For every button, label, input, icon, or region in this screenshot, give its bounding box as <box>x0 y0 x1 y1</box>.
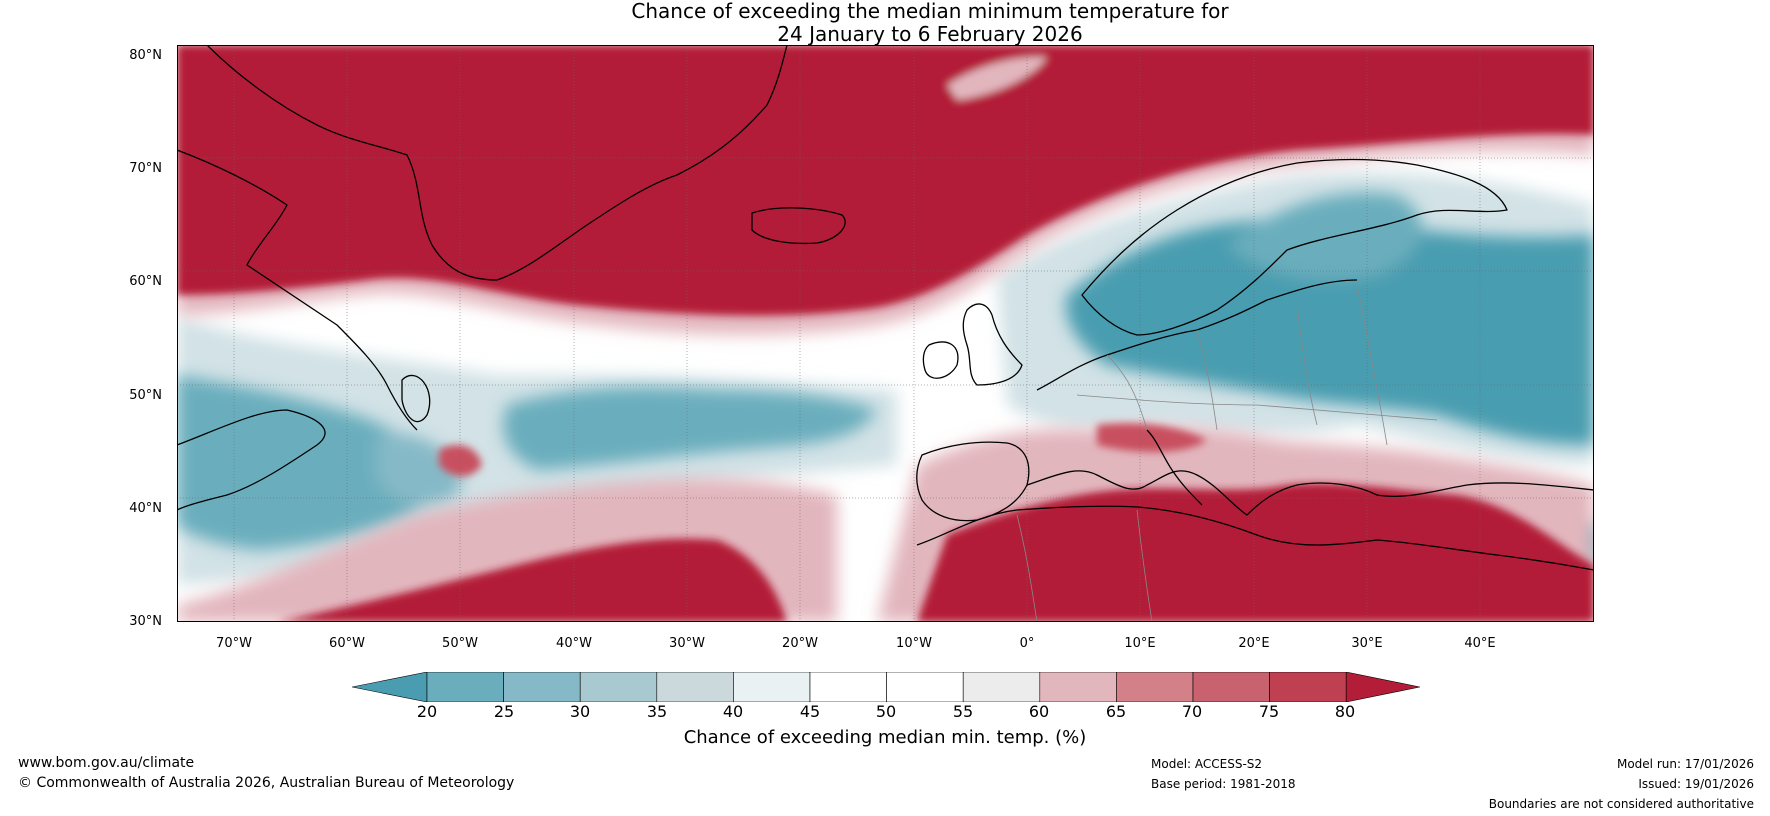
border-europe-4 <box>1356 284 1388 446</box>
greenland-coast <box>206 45 788 281</box>
lon-label-20e: 20°E <box>1238 636 1270 651</box>
colorbar-tick-75: 75 <box>1258 702 1280 721</box>
colorbar-min-extension <box>352 672 428 702</box>
colorbar-tick-65: 65 <box>1105 702 1127 721</box>
colorbar-segment <box>962 672 1041 702</box>
map-title: Chance of exceeding the median minimum t… <box>0 0 1770 46</box>
colorbar-tick-70: 70 <box>1181 702 1203 721</box>
north-africa-coast <box>916 505 1594 571</box>
colorbar-tick-20: 20 <box>416 702 438 721</box>
lon-label-30e: 30°E <box>1351 636 1383 651</box>
map-border <box>177 45 1594 622</box>
colorbar-tick-45: 45 <box>799 702 821 721</box>
lat-label-70n: 70°N <box>129 161 162 176</box>
colorbar-segment <box>809 672 887 702</box>
colorbar-segment <box>579 672 658 702</box>
map-title-line-2: 24 January to 6 February 2026 <box>777 22 1083 46</box>
lon-label-40e: 40°E <box>1464 636 1496 651</box>
scandinavia-cool <box>1227 192 1422 280</box>
lon-label-20w: 20°W <box>782 636 818 651</box>
model-name: Model: ACCESS-S2 <box>1151 757 1263 771</box>
scandinavia-coast <box>1081 158 1508 336</box>
colorbar-tick-55: 55 <box>952 702 974 721</box>
graticule <box>177 45 1594 622</box>
colorbar-segment <box>426 672 504 702</box>
colorbar-segments <box>352 672 1420 702</box>
mid-atlantic-warm-spot <box>439 445 482 477</box>
issued-date: Issued: 19/01/2026 <box>1638 777 1754 791</box>
west-atlantic-cool <box>177 375 430 550</box>
colorbar-tick-25: 25 <box>493 702 515 721</box>
lat-label-30n: 30°N <box>129 614 162 629</box>
colorbar-segment <box>1192 672 1270 702</box>
lon-label-30w: 30°W <box>669 636 705 651</box>
lon-label-0: 0° <box>1019 636 1035 651</box>
border-europe-3 <box>1296 304 1318 426</box>
lon-label-70w: 70°W <box>216 636 252 651</box>
coastlines <box>177 45 1594 571</box>
iceland-coast <box>751 207 846 245</box>
border-africa-1 <box>1016 514 1038 622</box>
mediterranean-north-coast <box>1026 470 1594 516</box>
colorbar-segment <box>1039 672 1117 702</box>
lon-label-60w: 60°W <box>329 636 365 651</box>
alps-warm <box>1097 423 1207 452</box>
colorbar-segment <box>733 672 811 702</box>
nova-scotia-coast <box>177 409 326 511</box>
border-europe-1 <box>1106 354 1148 431</box>
atlantic-cool-band <box>503 387 877 470</box>
colorbar-tick-40: 40 <box>722 702 744 721</box>
country-borders <box>1016 284 1438 622</box>
north-africa-warm <box>917 483 1594 622</box>
lon-label-40w: 40°W <box>556 636 592 651</box>
lat-label-40n: 40°N <box>129 501 162 516</box>
lon-label-10e: 10°E <box>1124 636 1156 651</box>
lon-label-10w: 10°W <box>896 636 932 651</box>
colorbar-max-extension <box>1345 672 1420 702</box>
italy-coast <box>1146 429 1203 506</box>
great-britain-coast <box>962 303 1023 386</box>
colorbar-label: Chance of exceeding median min. temp. (%… <box>683 727 1087 748</box>
labrador-coast <box>177 149 418 431</box>
svalbard-light-patch <box>947 56 1047 100</box>
colorbar-segment <box>886 672 964 702</box>
lat-label-80n: 80°N <box>129 48 162 63</box>
warm-layer <box>177 45 1594 622</box>
copyright-text: © Commonwealth of Australia 2026, Austra… <box>18 775 515 791</box>
south-atlantic-warm <box>277 538 787 622</box>
website-link[interactable]: www.bom.gov.au/climate <box>18 755 195 771</box>
colorbar-tick-80: 80 <box>1334 702 1356 721</box>
ireland-coast <box>922 341 959 379</box>
newfoundland-coast <box>401 374 431 423</box>
europe-cool-core <box>1066 219 1594 445</box>
colorbar-tick-50: 50 <box>875 702 897 721</box>
model-run-date: Model run: 17/01/2026 <box>1616 757 1754 771</box>
map-canvas <box>177 45 1594 622</box>
lon-label-50w: 50°W <box>442 636 478 651</box>
colorbar-tick-30: 30 <box>569 702 591 721</box>
colorbar-segment <box>1116 672 1194 702</box>
colorbar-tick-60: 60 <box>1028 702 1050 721</box>
arctic-warm <box>177 45 1594 316</box>
iberia-coast <box>916 441 1030 522</box>
colorbar-segment <box>1269 672 1347 702</box>
border-europe-2 <box>1196 329 1218 431</box>
border-africa-2 <box>1136 509 1153 622</box>
boundaries-disclaimer: Boundaries are not considered authoritat… <box>1488 797 1754 811</box>
lat-label-60n: 60°N <box>129 274 162 289</box>
lat-label-50n: 50°N <box>129 388 162 403</box>
colorbar-segment <box>503 672 581 702</box>
colorbar-tick-35: 35 <box>646 702 668 721</box>
map-title-line-1: Chance of exceeding the median minimum t… <box>631 0 1229 23</box>
border-europe-5 <box>1076 394 1438 421</box>
colorbar-segment <box>656 672 734 702</box>
base-period: Base period: 1981-2018 <box>1151 777 1296 791</box>
probability-map <box>177 45 1594 622</box>
colorbar <box>352 672 1420 702</box>
